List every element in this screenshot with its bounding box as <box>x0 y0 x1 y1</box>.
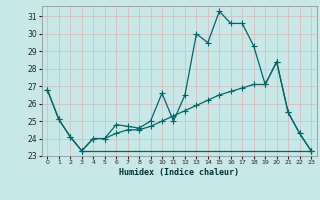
X-axis label: Humidex (Indice chaleur): Humidex (Indice chaleur) <box>119 168 239 177</box>
